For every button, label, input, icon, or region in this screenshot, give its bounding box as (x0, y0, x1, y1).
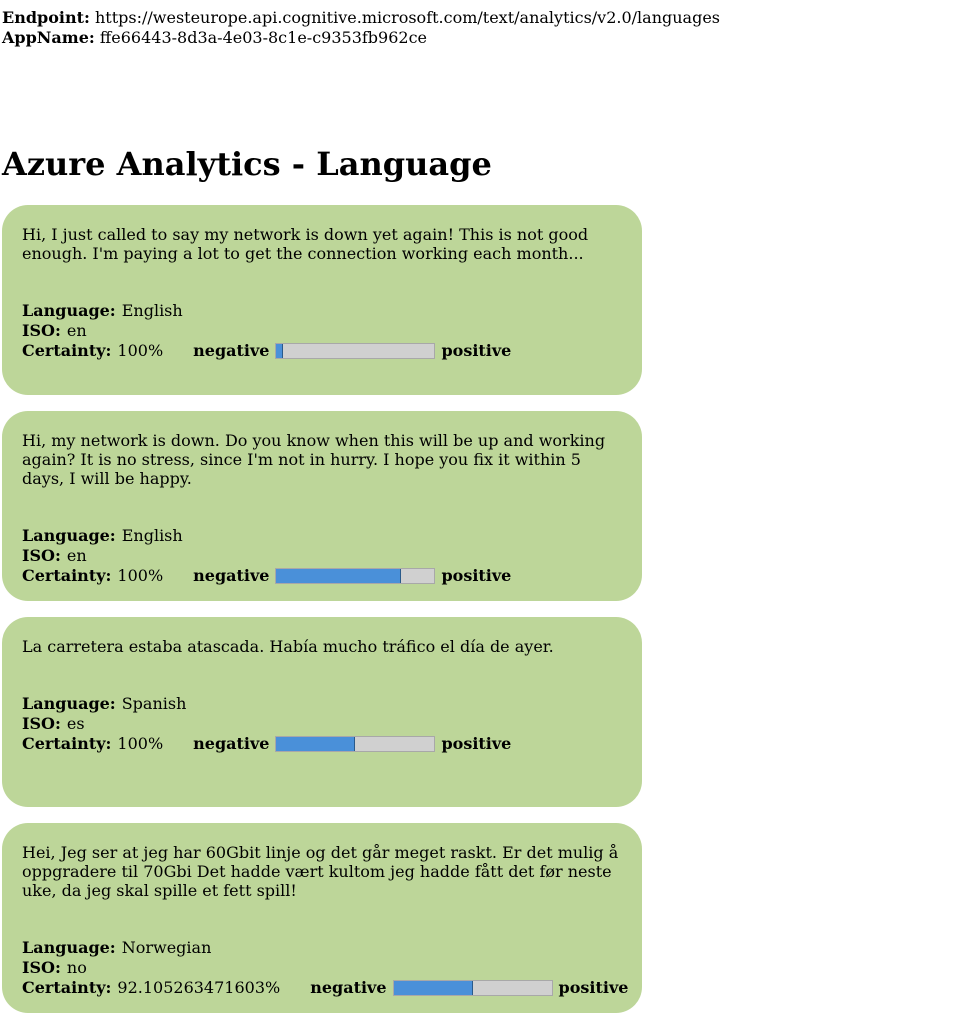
language-value: Spanish (121, 694, 187, 713)
sentiment-meter: negative positive (193, 566, 511, 586)
language-row: Language: English (22, 301, 511, 321)
certainty-label: Certainty: (22, 341, 112, 360)
sentiment-bar (275, 343, 436, 359)
language-label: Language: (22, 694, 116, 713)
result-text: Hi, my network is down. Do you know when… (22, 431, 606, 488)
appname-label: AppName: (2, 28, 95, 47)
iso-label: ISO: (22, 714, 61, 733)
result-card: Hi, I just called to say my network is d… (2, 205, 642, 395)
iso-value: es (66, 714, 85, 733)
result-text: Hi, I just called to say my network is d… (22, 225, 589, 263)
positive-label: positive (441, 734, 512, 753)
language-label: Language: (22, 938, 116, 957)
certainty-label: Certainty: (22, 734, 112, 753)
result-card: Hei, Jeg ser at jeg har 60Gbit linje og … (2, 823, 642, 1013)
appname-value: ffe66443-8d3a-4e03-8c1e-c9353fb962ce (99, 28, 427, 47)
language-row: Language: English (22, 526, 511, 546)
iso-row: ISO: en (22, 546, 511, 566)
iso-value: en (66, 546, 87, 565)
iso-label: ISO: (22, 321, 61, 340)
sentiment-bar (275, 568, 436, 584)
sentiment-meter: negative positive (193, 734, 511, 754)
sentiment-bar (275, 736, 436, 752)
endpoint-label: Endpoint: (2, 8, 90, 27)
result-card: Hi, my network is down. Do you know when… (2, 411, 642, 601)
language-value: English (121, 301, 183, 320)
result-text: La carretera estaba atascada. Había much… (22, 637, 554, 656)
language-row: Language: Spanish (22, 694, 511, 714)
iso-label: ISO: (22, 546, 61, 565)
sentiment-bar-fill (276, 737, 356, 751)
certainty-row: Certainty: 92.105263471603% negative posi… (22, 978, 628, 998)
positive-label: positive (558, 978, 629, 997)
endpoint-value: https://westeurope.api.cognitive.microso… (94, 8, 721, 27)
certainty-row: Certainty: 100% negative positive (22, 734, 511, 754)
endpoint-line: Endpoint: https://westeurope.api.cogniti… (2, 8, 720, 28)
negative-label: negative (193, 734, 270, 753)
positive-label: positive (441, 566, 512, 585)
iso-value: en (66, 321, 87, 340)
sentiment-bar-fill (276, 344, 283, 358)
certainty-value: 92.105263471603% (117, 978, 281, 997)
certainty-value: 100% (117, 734, 164, 753)
iso-label: ISO: (22, 958, 61, 977)
result-info: Language: English ISO: en Certainty: 100% n… (22, 526, 511, 586)
sentiment-bar-fill (276, 569, 402, 583)
result-text: Hei, Jeg ser at jeg har 60Gbit linje og … (22, 843, 619, 900)
appname-line: AppName: ffe66443-8d3a-4e03-8c1e-c9353fb… (2, 28, 427, 48)
negative-label: negative (310, 978, 387, 997)
certainty-label: Certainty: (22, 978, 112, 997)
language-label: Language: (22, 526, 116, 545)
language-value: Norwegian (121, 938, 212, 957)
result-card: La carretera estaba atascada. Había much… (2, 617, 642, 807)
iso-row: ISO: no (22, 958, 628, 978)
sentiment-meter: negative positive (193, 341, 511, 361)
positive-label: positive (441, 341, 512, 360)
sentiment-meter: negative positive (310, 978, 628, 998)
negative-label: negative (193, 341, 270, 360)
negative-label: negative (193, 566, 270, 585)
certainty-row: Certainty: 100% negative positive (22, 566, 511, 586)
language-label: Language: (22, 301, 116, 320)
language-row: Language: Norwegian (22, 938, 628, 958)
iso-value: no (66, 958, 87, 977)
sentiment-bar (392, 980, 553, 996)
language-value: English (121, 526, 183, 545)
result-info: Language: Norwegian ISO: no Certainty: 92.1… (22, 938, 628, 998)
certainty-value: 100% (117, 341, 164, 360)
certainty-label: Certainty: (22, 566, 112, 585)
result-info: Language: English ISO: en Certainty: 100% n… (22, 301, 511, 361)
iso-row: ISO: en (22, 321, 511, 341)
iso-row: ISO: es (22, 714, 511, 734)
sentiment-bar-fill (393, 981, 473, 995)
page-title: Azure Analytics - Language (2, 145, 492, 183)
result-info: Language: Spanish ISO: es Certainty: 100% n… (22, 694, 511, 754)
certainty-value: 100% (117, 566, 164, 585)
certainty-row: Certainty: 100% negative positive (22, 341, 511, 361)
